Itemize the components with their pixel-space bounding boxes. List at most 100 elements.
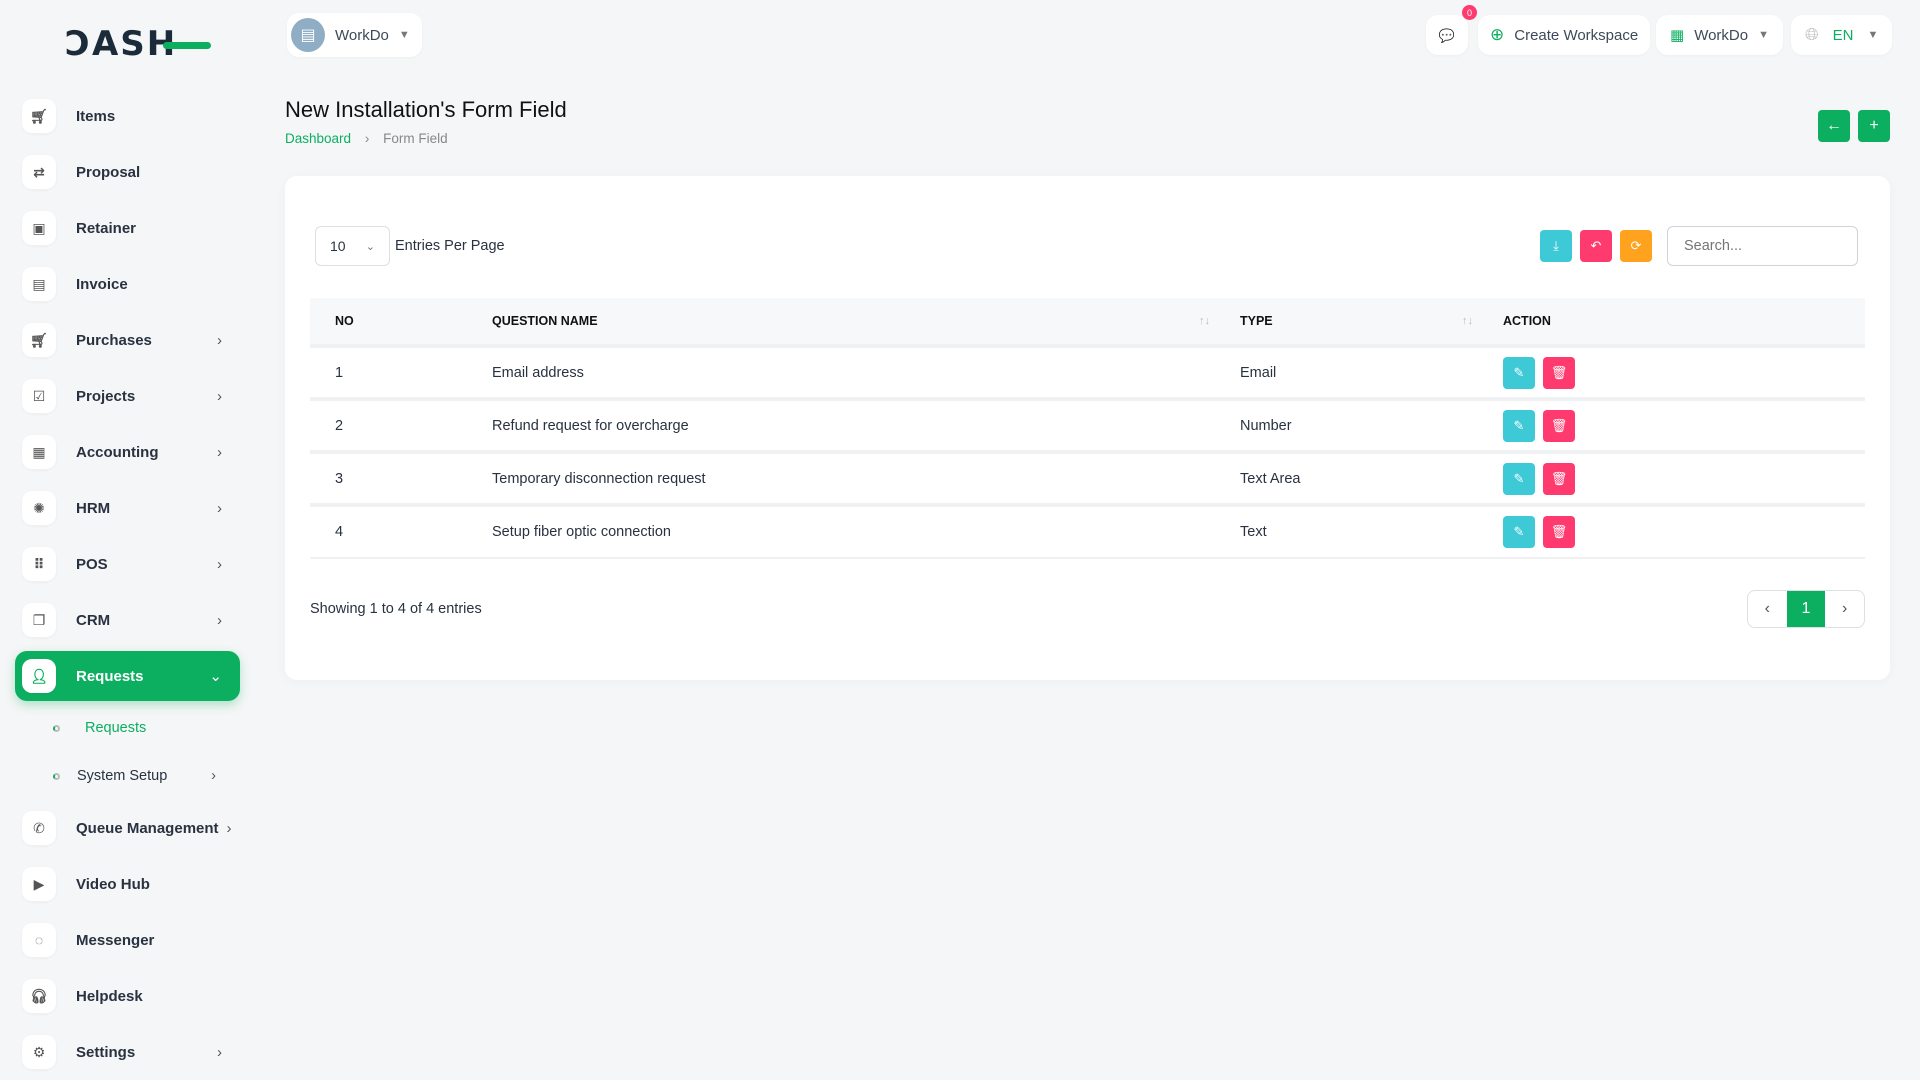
sidebar-item-hrm[interactable]: ✺ HRM › xyxy=(15,480,240,536)
refresh-button[interactable]: ⟳ xyxy=(1620,230,1652,262)
sidebar-item-crm[interactable]: ❐ CRM › xyxy=(15,592,240,648)
sidebar-item-label: Queue Management xyxy=(76,819,219,837)
sidebar-item-label: Proposal xyxy=(76,163,141,181)
sidebar-item-purchases[interactable]: 🛒︎ Purchases › xyxy=(15,312,240,368)
column-question-name[interactable]: QUESTION NAME ↑↓ xyxy=(470,298,1218,346)
sidebar-item-retainer[interactable]: ▣ Retainer xyxy=(15,200,240,256)
sidebar-item-queue-management[interactable]: ✆ Queue Management › xyxy=(15,800,240,856)
page-button[interactable]: 1 xyxy=(1786,591,1826,627)
sidebar-item-label: Video Hub xyxy=(76,875,150,893)
gear-icon: ⚙ xyxy=(22,1035,56,1069)
page-title: New Installation's Form Field xyxy=(285,97,567,122)
cell-no: 1 xyxy=(310,344,470,399)
sidebar-subitem-label: System Setup xyxy=(77,768,168,784)
language-dropdown[interactable]: 🌐︎ EN ▼ xyxy=(1791,15,1893,55)
sidebar-item-label: Helpdesk xyxy=(76,987,143,1005)
cell-no: 3 xyxy=(310,450,470,505)
sidebar-item-label: Settings xyxy=(76,1043,136,1061)
sidebar-item-label: CRM xyxy=(76,611,111,629)
chevron-right-icon: › xyxy=(217,1043,222,1061)
cell-question: Setup fiber optic connection xyxy=(470,503,1218,559)
workspace-dropdown[interactable]: ▤ WorkDo ▼ xyxy=(287,13,422,57)
dots-grid-icon: ⠿ xyxy=(22,547,56,581)
breadcrumb-current: Form Field xyxy=(383,131,448,146)
delete-button[interactable]: 🗑︎ xyxy=(1543,462,1575,495)
breadcrumb: Dashboard › Form Field xyxy=(285,131,448,146)
sidebar-item-messenger[interactable]: ◌ Messenger xyxy=(15,912,240,968)
column-label: QUESTION NAME xyxy=(492,314,598,328)
cell-type: Text xyxy=(1218,503,1481,559)
sidebar-item-label: Items xyxy=(76,107,116,125)
sidebar-item-requests[interactable]: 👤︎ Requests ⌄ xyxy=(15,651,240,701)
workspace-name: WorkDo xyxy=(335,26,389,44)
sidebar-subitem-requests[interactable]: Requests xyxy=(15,704,240,752)
chevron-right-icon: › xyxy=(217,555,222,573)
sidebar-subitem-system-setup[interactable]: System Setup › xyxy=(15,752,240,800)
chevron-right-icon: › xyxy=(217,331,222,349)
chat-button[interactable]: 💬 0 xyxy=(1426,5,1477,55)
sidebar-item-items[interactable]: 🛒︎ Items xyxy=(15,88,240,144)
cart-icon: 🛒︎ xyxy=(22,323,56,357)
edit-button[interactable]: ✎ xyxy=(1503,356,1535,389)
phone-icon: ✆ xyxy=(22,811,56,845)
entries-select[interactable]: 10 ⌄ xyxy=(315,226,390,266)
sidebar-item-projects[interactable]: ☑ Projects › xyxy=(15,368,240,424)
sidebar: 🛒︎ Items ⇄ Proposal ▣ Retainer ▤ Invoice 🛒︎ Purch… xyxy=(15,88,240,1080)
sidebar-item-video-hub[interactable]: ▶ Video Hub xyxy=(15,856,240,912)
video-icon: ▶ xyxy=(22,867,56,901)
table-row: 3 Temporary disconnection request Text A… xyxy=(310,450,1865,505)
workspace-switch[interactable]: ▦ WorkDo ▼ xyxy=(1656,15,1783,55)
trash-icon: 🗑︎ xyxy=(1550,470,1568,486)
table-row: 2 Refund request for overcharge Number ✎… xyxy=(310,397,1865,452)
cell-type: Number xyxy=(1218,397,1481,452)
undo-button[interactable]: ↶ xyxy=(1580,230,1612,262)
edit-button[interactable]: ✎ xyxy=(1503,462,1535,495)
entries-label: Entries Per Page xyxy=(395,238,505,254)
sidebar-item-proposal[interactable]: ⇄ Proposal xyxy=(15,144,240,200)
sidebar-item-accounting[interactable]: ▦ Accounting › xyxy=(15,424,240,480)
create-workspace-button[interactable]: ⊕ Create Workspace xyxy=(1478,15,1651,55)
edit-button[interactable]: ✎ xyxy=(1503,516,1535,548)
sidebar-item-label: POS xyxy=(76,555,108,573)
breadcrumb-dashboard[interactable]: Dashboard xyxy=(285,131,352,146)
cell-type: Email xyxy=(1218,344,1481,399)
cell-question: Temporary disconnection request xyxy=(470,450,1218,505)
pencil-icon: ✎ xyxy=(1513,417,1525,433)
form-field-table: NO QUESTION NAME ↑↓ TYPE ↑↓ ACTION 1 Email… xyxy=(310,298,1865,559)
column-label: TYPE xyxy=(1240,314,1273,328)
message-icon: ◌ xyxy=(22,923,56,957)
pencil-icon: ✎ xyxy=(1513,524,1525,539)
apps-icon: ▦ xyxy=(1670,27,1685,44)
export-button[interactable]: ⤓ xyxy=(1540,230,1572,262)
back-button[interactable]: ← xyxy=(1818,110,1850,142)
sidebar-item-helpdesk[interactable]: 🎧︎ Helpdesk xyxy=(15,968,240,1024)
add-button[interactable]: + xyxy=(1858,110,1890,142)
sidebar-item-pos[interactable]: ⠿ POS › xyxy=(15,536,240,592)
user-plus-icon: 👤︎ xyxy=(22,659,56,693)
sidebar-item-label: HRM xyxy=(76,499,111,517)
logo: ƆASH xyxy=(65,24,212,64)
delete-button[interactable]: 🗑︎ xyxy=(1543,516,1575,548)
create-workspace-label: Create Workspace xyxy=(1514,26,1639,44)
delete-button[interactable]: 🗑︎ xyxy=(1543,409,1575,442)
chat-badge: 0 xyxy=(1462,5,1477,20)
column-no[interactable]: NO xyxy=(310,298,470,346)
chevron-down-icon: ▼ xyxy=(398,29,410,41)
chevron-right-icon: › xyxy=(217,387,222,405)
plus-circle-icon: ⊕ xyxy=(1490,25,1505,44)
prev-page-button[interactable]: ‹ xyxy=(1764,600,1770,617)
sidebar-item-settings[interactable]: ⚙ Settings › xyxy=(15,1024,240,1080)
sort-icon: ↑↓ xyxy=(1199,315,1210,327)
trash-icon: 🗑︎ xyxy=(1550,524,1568,539)
chevron-right-icon: › xyxy=(217,499,222,517)
retainer-icon: ▣ xyxy=(22,211,56,245)
edit-button[interactable]: ✎ xyxy=(1503,409,1535,442)
table-row: 4 Setup fiber optic connection Text ✎ 🗑︎ xyxy=(310,503,1865,559)
search-input[interactable] xyxy=(1667,226,1858,266)
delete-button[interactable]: 🗑︎ xyxy=(1543,356,1575,389)
cart-icon: 🛒︎ xyxy=(22,99,56,133)
sidebar-item-invoice[interactable]: ▤ Invoice xyxy=(15,256,240,312)
column-type[interactable]: TYPE ↑↓ xyxy=(1218,298,1481,346)
table-row: 1 Email address Email ✎ 🗑︎ xyxy=(310,344,1865,399)
next-page-button[interactable]: › xyxy=(1842,600,1848,617)
